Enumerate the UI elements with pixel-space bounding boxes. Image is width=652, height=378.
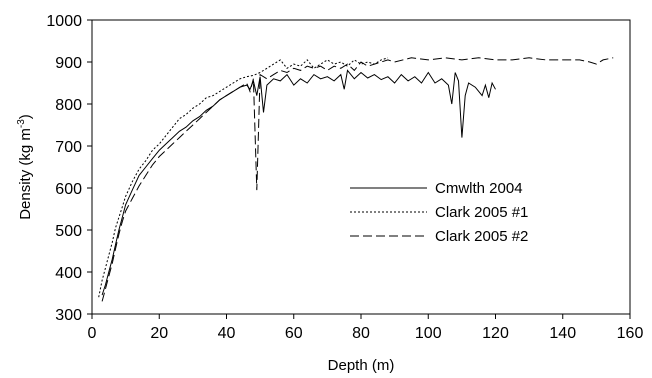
series-lines [98,57,614,302]
legend-label-3: Clark 2005 #2 [435,228,528,245]
y-axis-label-main: Density (kg m [17,128,34,220]
axes: 0 20 40 60 80 100 120 140 160 300 400 500 600 700 800 9… [46,13,643,342]
y-tick-label: 900 [55,55,82,72]
y-axis-label-close: ) [17,114,34,119]
y-tick-label: 500 [55,223,82,240]
y-tick-label: 1000 [46,13,82,30]
y-tick-label: 300 [55,307,82,324]
x-tick-label: 60 [285,325,303,342]
series-line-1 [101,69,496,296]
legend-label-2: Clark 2005 #1 [435,204,528,221]
x-tick-label: 40 [218,325,236,342]
legend-label-1: Cmwlth 2004 [435,180,523,197]
x-tick-label: 80 [352,325,370,342]
y-tick-label: 400 [55,265,82,282]
y-tick-label: 800 [55,97,82,114]
x-tick-label: 0 [88,325,97,342]
plot-frame [91,19,631,315]
y-tick-label: 700 [55,139,82,156]
x-tick-label: 120 [482,325,509,342]
x-tick-label: 160 [617,325,644,342]
x-tick-label: 100 [415,325,442,342]
x-tick-label: 20 [150,325,168,342]
series-line-3 [101,57,614,302]
y-axis-label: Density (kg m-3) [16,114,34,220]
series-line-2 [98,57,389,298]
x-axis-label: Depth (m) [328,357,395,374]
legend: Cmwlth 2004 Clark 2005 #1 Clark 2005 #2 [350,180,528,245]
x-tick-label: 140 [549,325,576,342]
y-tick-label: 600 [55,181,82,198]
y-axis-label-exponent: -3 [16,119,27,128]
